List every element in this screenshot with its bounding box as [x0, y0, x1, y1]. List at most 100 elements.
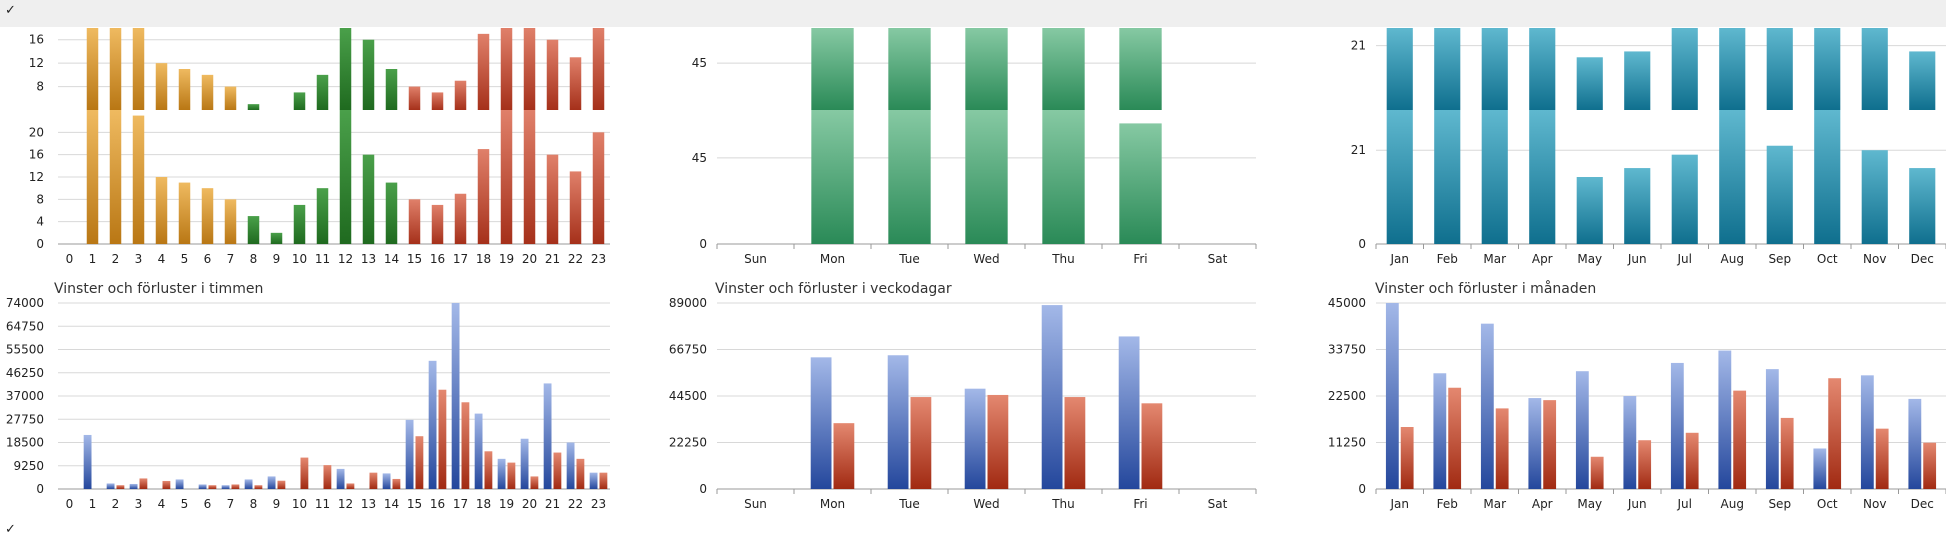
bar-weekday-stack-lower-1 — [811, 110, 854, 244]
bar-month-stack-upper-11 — [1909, 51, 1936, 110]
bar-hour-wins-losses-s1-2 — [116, 485, 125, 489]
bar-weekday-stack-upper-2 — [888, 28, 931, 110]
x-tick-label-hour-stack-21: 21 — [545, 252, 560, 266]
x-tick-label-hour-stack-9: 9 — [273, 252, 281, 266]
y-tick-label-weekday-stack-lower-1: 45 — [692, 151, 707, 165]
y-tick-label-hour-wins-losses-7: 64750 — [6, 319, 44, 333]
bar-hour-stack-lower-5 — [178, 182, 191, 244]
bar-month-stack-lower-8 — [1766, 145, 1793, 244]
bar-month-wins-losses-s0-0 — [1385, 303, 1399, 489]
x-tick-label-hour-stack-12: 12 — [338, 252, 353, 266]
x-tick-label-weekday-stack-2: Tue — [898, 252, 920, 266]
y-tick-label-month-stack-lower-0: 0 — [1358, 237, 1366, 251]
bar-month-stack-lower-10 — [1861, 150, 1888, 244]
bar-hour-stack-upper-14 — [385, 69, 398, 110]
bar-hour-wins-losses-s1-17 — [461, 402, 470, 489]
bar-month-wins-losses-s0-5 — [1623, 396, 1637, 489]
bar-hour-wins-losses-s1-23 — [599, 472, 608, 489]
bar-weekday-wins-losses-s0-2 — [887, 355, 909, 489]
x-tick-label-month-wins-losses-4: May — [1577, 497, 1602, 511]
x-tick-label-month-wins-losses-3: Apr — [1532, 497, 1553, 511]
bar-month-wins-losses-s1-7 — [1733, 390, 1747, 489]
x-tick-label-weekday-wins-losses-6: Sat — [1208, 497, 1228, 511]
x-tick-label-weekday-wins-losses-3: Wed — [973, 497, 999, 511]
x-tick-label-hour-wins-losses-19: 19 — [499, 497, 514, 511]
checkmark-icon[interactable]: ✓ — [5, 3, 16, 18]
y-tick-label-month-wins-losses-4: 45000 — [1328, 296, 1366, 310]
y-tick-label-weekday-wins-losses-4: 89000 — [669, 296, 707, 310]
x-tick-label-weekday-wins-losses-1: Mon — [820, 497, 845, 511]
x-tick-label-weekday-stack-4: Thu — [1051, 252, 1075, 266]
y-tick-label-hour-stack-lower-1: 4 — [36, 215, 44, 229]
bar-month-stack-lower-11 — [1909, 168, 1936, 244]
y-tick-label-hour-wins-losses-4: 37000 — [6, 389, 44, 403]
bar-weekday-stack-upper-3 — [965, 28, 1008, 110]
y-tick-label-hour-wins-losses-2: 18500 — [6, 436, 44, 450]
x-tick-label-weekday-stack-3: Wed — [973, 252, 999, 266]
x-tick-label-hour-wins-losses-12: 12 — [338, 497, 353, 511]
y-tick-label-month-stack-lower-1: 21 — [1351, 143, 1366, 157]
bar-month-wins-losses-s0-7 — [1718, 350, 1732, 489]
bar-hour-wins-losses-s1-7 — [231, 484, 240, 489]
bar-hour-wins-losses-s0-7 — [221, 485, 230, 489]
bar-hour-stack-upper-12 — [339, 28, 352, 110]
bar-month-wins-losses-s1-4 — [1590, 456, 1604, 489]
x-tick-label-hour-wins-losses-0: 0 — [66, 497, 74, 511]
x-tick-label-hour-wins-losses-21: 21 — [545, 497, 560, 511]
bar-hour-wins-losses-s0-17 — [451, 303, 460, 489]
x-tick-label-month-wins-losses-11: Dec — [1911, 497, 1934, 511]
x-tick-label-month-stack-0: Jan — [1390, 252, 1410, 266]
y-tick-label-month-stack-upper-0: 21 — [1351, 39, 1366, 53]
y-tick-label-hour-stack-lower-3: 12 — [29, 170, 44, 184]
checkmark-icon-bottom[interactable]: ✓ — [5, 522, 16, 537]
bar-hour-stack-lower-2 — [109, 110, 122, 244]
bar-hour-wins-losses-s0-12 — [336, 468, 345, 489]
y-tick-label-hour-wins-losses-0: 0 — [36, 482, 44, 496]
bar-hour-stack-lower-22 — [569, 171, 582, 244]
bar-hour-stack-upper-21 — [546, 39, 559, 110]
bar-hour-wins-losses-s0-23 — [589, 472, 598, 489]
bar-month-wins-losses-s0-1 — [1433, 373, 1447, 489]
x-tick-label-hour-wins-losses-20: 20 — [522, 497, 537, 511]
bar-hour-stack-lower-19 — [500, 110, 513, 244]
y-tick-label-weekday-wins-losses-3: 66750 — [669, 343, 707, 357]
bar-month-wins-losses-s0-6 — [1670, 362, 1684, 489]
bar-weekday-wins-losses-s0-5 — [1118, 336, 1140, 489]
y-tick-label-hour-wins-losses-8: 74000 — [6, 296, 44, 310]
bar-hour-wins-losses-s0-15 — [405, 419, 414, 489]
y-tick-label-weekday-wins-losses-2: 44500 — [669, 389, 707, 403]
bar-hour-stack-lower-7 — [224, 199, 237, 244]
bar-hour-stack-upper-8 — [247, 104, 260, 110]
x-tick-label-hour-wins-losses-13: 13 — [361, 497, 376, 511]
x-tick-label-hour-stack-22: 22 — [568, 252, 583, 266]
bar-hour-stack-upper-11 — [316, 74, 329, 110]
bar-hour-stack-upper-5 — [178, 69, 191, 110]
x-tick-label-weekday-wins-losses-4: Thu — [1051, 497, 1075, 511]
x-tick-label-weekday-wins-losses-0: Sun — [744, 497, 767, 511]
x-tick-label-hour-stack-0: 0 — [66, 252, 74, 266]
bar-hour-wins-losses-s0-14 — [382, 473, 391, 489]
x-tick-label-hour-wins-losses-18: 18 — [476, 497, 491, 511]
bar-hour-stack-upper-3 — [132, 28, 145, 110]
bar-weekday-wins-losses-s1-4 — [1064, 397, 1086, 489]
x-tick-label-hour-wins-losses-2: 2 — [112, 497, 120, 511]
bar-month-stack-lower-0 — [1386, 110, 1413, 244]
bar-weekday-wins-losses-s1-2 — [910, 397, 932, 489]
bar-hour-stack-upper-23 — [592, 28, 605, 110]
x-tick-label-month-wins-losses-0: Jan — [1390, 497, 1410, 511]
x-tick-label-hour-wins-losses-9: 9 — [273, 497, 281, 511]
bar-month-wins-losses-s1-11 — [1923, 442, 1937, 489]
x-tick-label-month-stack-11: Dec — [1911, 252, 1934, 266]
y-tick-label-weekday-wins-losses-1: 22250 — [669, 436, 707, 450]
bar-weekday-wins-losses-s1-3 — [987, 394, 1009, 489]
x-tick-label-hour-stack-7: 7 — [227, 252, 235, 266]
bar-hour-wins-losses-s1-4 — [162, 480, 171, 489]
bar-hour-wins-losses-s0-21 — [543, 383, 552, 489]
y-tick-label-hour-stack-lower-4: 16 — [29, 148, 44, 162]
bar-month-stack-lower-6 — [1671, 154, 1698, 244]
bar-month-stack-upper-5 — [1624, 51, 1651, 110]
bar-month-wins-losses-s0-10 — [1860, 375, 1874, 489]
x-tick-label-month-stack-10: Nov — [1863, 252, 1886, 266]
x-tick-label-hour-stack-23: 23 — [591, 252, 606, 266]
